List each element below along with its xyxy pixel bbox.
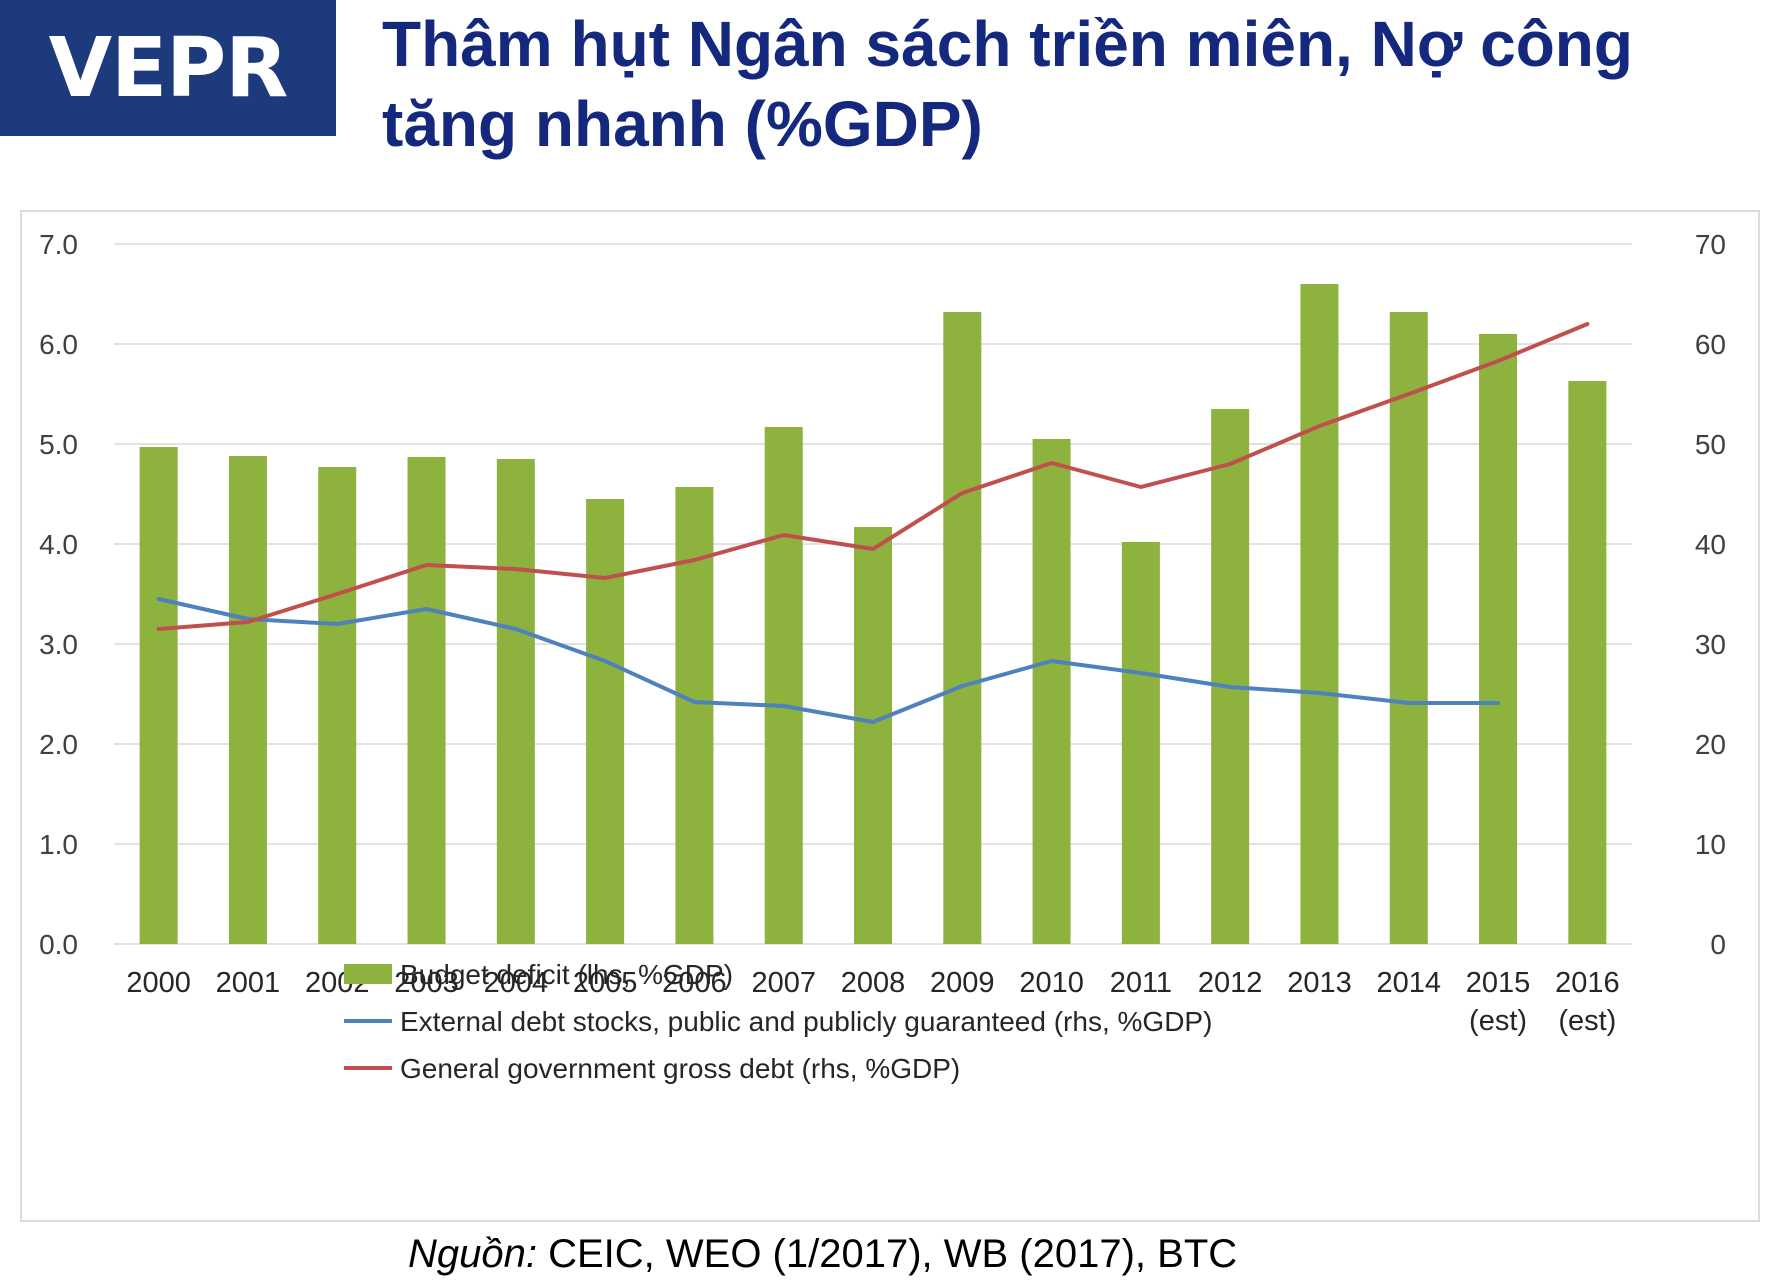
x-tick-label: 2004 (484, 967, 549, 999)
chart: 0.0 1.0 2.0 3.0 4.0 5.0 6.0 7.0 0 10 20 30 40 50 60 70 2… (39, 229, 1726, 1084)
bar (1479, 334, 1518, 944)
x-tick-label: 2001 (216, 967, 281, 999)
x-tick-label: 2016 (1555, 967, 1620, 999)
y-right-tick-label: 50 (1695, 429, 1726, 460)
y-left-tick-label: 0.0 (39, 929, 78, 960)
x-tick-label: 2014 (1377, 967, 1442, 999)
bar (1121, 542, 1160, 944)
y-left-tick-label: 6.0 (39, 329, 78, 360)
x-tick-label: 2011 (1110, 967, 1172, 999)
source-text: CEIC, WEO (1/2017), WB (2017), BTC (536, 1232, 1238, 1276)
y-left-tick-label: 1.0 (39, 829, 78, 860)
x-tick-label: 2008 (841, 967, 906, 999)
y-left-tick-label: 5.0 (39, 429, 78, 460)
x-tick-label: 2005 (573, 967, 638, 999)
series-line (156, 322, 1590, 631)
bar (854, 527, 892, 944)
bar (1568, 381, 1607, 944)
axes: 0.0 1.0 2.0 3.0 4.0 5.0 6.0 7.0 0 10 20 30 40 50 60 70 2… (39, 229, 1726, 1037)
series-line (156, 597, 1501, 724)
x-tick-label: 2015 (1466, 967, 1531, 999)
x-tick-label: 2013 (1287, 967, 1352, 999)
legend: Budget deficit (lhs, %GDP) External debt … (344, 959, 1212, 1084)
x-tick-label: (est) (1469, 1005, 1527, 1037)
y-right-tick-label: 60 (1695, 329, 1726, 360)
x-tick-label: 2012 (1198, 967, 1263, 999)
y-right-tick-label: 0 (1710, 929, 1726, 960)
source-note: Nguồn: CEIC, WEO (1/2017), WB (2017), BT… (408, 1232, 1237, 1277)
bar (407, 457, 446, 944)
y-right-tick-label: 10 (1695, 829, 1726, 860)
bar (496, 459, 535, 944)
bar (1300, 284, 1339, 944)
y-left-tick-label: 3.0 (39, 629, 78, 660)
slide-title: Thâm hụt Ngân sách triền miên, Nợ công t… (382, 8, 1633, 160)
bar (1211, 409, 1250, 944)
bar (1032, 439, 1071, 944)
legend-label: External debt stocks, public and publicl… (400, 1006, 1212, 1037)
x-tick-label: 2007 (751, 967, 816, 999)
y-right-tick-label: 30 (1695, 629, 1726, 660)
source-prefix: Nguồn: (408, 1232, 537, 1276)
y-left-tick-label: 4.0 (39, 529, 78, 560)
vepr-logo: VEPR (0, 0, 336, 136)
x-tick-label: 2010 (1019, 967, 1084, 999)
bar (318, 467, 357, 944)
bar (1389, 312, 1428, 944)
bar (139, 447, 178, 944)
legend-label: Budget deficit (lhs, %GDP) (400, 959, 733, 990)
logo-text: VEPR (48, 20, 289, 116)
x-tick-label: (est) (1558, 1005, 1616, 1037)
y-left-tick-label: 2.0 (39, 729, 78, 760)
lines (156, 322, 1590, 724)
bars (139, 284, 1607, 944)
bar (943, 312, 982, 944)
y-right-tick-label: 40 (1695, 529, 1726, 560)
y-left-tick-label: 7.0 (39, 229, 78, 260)
bar (586, 499, 625, 944)
x-tick-label: 2000 (126, 967, 191, 999)
legend-label: General government gross debt (rhs, %GDP… (400, 1053, 960, 1084)
x-tick-label: 2003 (394, 967, 459, 999)
chart-frame: 0.0 1.0 2.0 3.0 4.0 5.0 6.0 7.0 0 10 20 30 40 50 60 70 2… (20, 210, 1760, 1222)
legend-swatch-bar (344, 964, 392, 984)
x-tick-label: 2006 (662, 967, 727, 999)
bar (228, 456, 267, 944)
y-right-tick-label: 20 (1695, 729, 1726, 760)
bar (764, 427, 803, 944)
x-tick-label: 2009 (930, 967, 995, 999)
y-right-tick-label: 70 (1695, 229, 1726, 260)
